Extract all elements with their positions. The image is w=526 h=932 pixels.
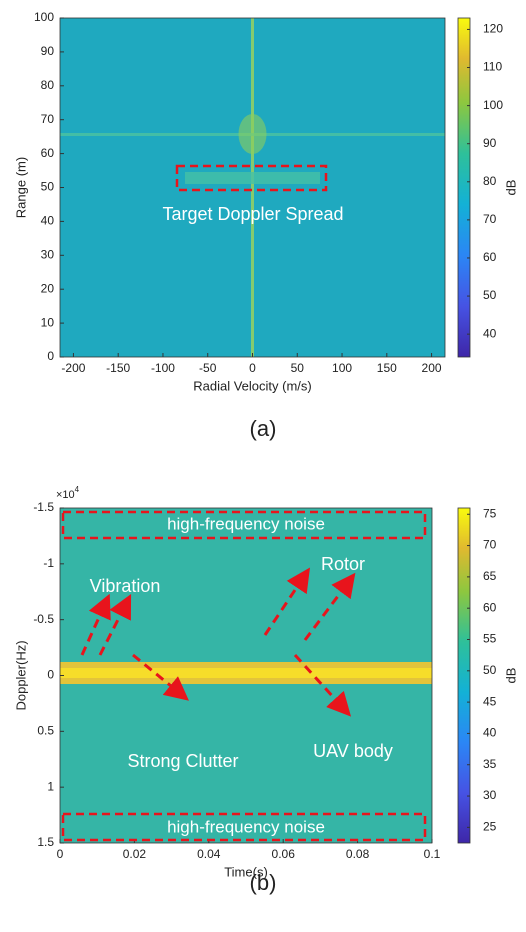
y-tick-label: 40 xyxy=(41,214,55,228)
colorbar-tick-label: 40 xyxy=(483,326,497,340)
doppler-spread xyxy=(185,172,320,184)
x-tick-label: 50 xyxy=(291,361,305,375)
colorbar xyxy=(457,507,471,844)
x-tick-label: 200 xyxy=(422,361,442,375)
y-tick-label: 90 xyxy=(41,44,55,58)
annotation-arrow xyxy=(263,567,310,636)
x-tick-label: 0.1 xyxy=(424,847,441,861)
x-tick-label: 0.04 xyxy=(197,847,221,861)
x-tick-label: 0.02 xyxy=(123,847,147,861)
y-tick-label: 1 xyxy=(47,779,54,793)
colorbar-tick-label: 65 xyxy=(483,569,497,583)
annotation-arrow xyxy=(293,653,352,717)
colorbar-tick-label: 50 xyxy=(483,663,497,677)
y-tick-label: 30 xyxy=(41,247,55,261)
x-tick-label: -150 xyxy=(106,361,130,375)
x-axis-label: Time(s) xyxy=(224,864,268,879)
colorbar-tick-label: 60 xyxy=(483,250,497,264)
highlight-box xyxy=(175,164,328,192)
x-tick-label: 0 xyxy=(57,847,64,861)
y-tick-label: -0.5 xyxy=(33,612,54,626)
annotation-arrow xyxy=(98,593,132,656)
y-scale-base: ×10 xyxy=(56,489,75,501)
colorbar-tick-label: 60 xyxy=(483,600,497,614)
annotation: Strong Clutter xyxy=(127,751,238,771)
annotation: high-frequency noise xyxy=(167,514,325,533)
y-scale-label: ×104 xyxy=(56,485,80,501)
colorbar-tick-label: 40 xyxy=(483,726,497,740)
colorbar-tick-label: 100 xyxy=(483,98,503,112)
colorbar-label: dB xyxy=(503,668,518,684)
y-tick-label: 0 xyxy=(47,349,54,363)
annotation: Rotor xyxy=(321,554,365,574)
y-tick-label: 0.5 xyxy=(37,724,54,738)
panel-caption: (a) xyxy=(250,416,277,441)
colorbar-tick-label: 50 xyxy=(483,288,497,302)
spectrum-ridge xyxy=(251,18,254,357)
x-tick-label: 0.08 xyxy=(346,847,370,861)
annotation: Vibration xyxy=(90,576,161,596)
x-tick-label: 0.06 xyxy=(272,847,296,861)
colorbar-tick-label: 25 xyxy=(483,820,497,834)
y-scale-exponent: 4 xyxy=(75,485,80,494)
x-axis-label: Radial Velocity (m/s) xyxy=(193,378,311,393)
x-tick-label: 0 xyxy=(249,361,256,375)
annotation: Target Doppler Spread xyxy=(162,204,343,224)
colorbar-label: dB xyxy=(503,180,518,196)
y-tick-label: 60 xyxy=(41,146,55,160)
y-tick-label: 50 xyxy=(41,180,55,194)
colorbar xyxy=(457,17,471,358)
colorbar-tick-label: 55 xyxy=(483,632,497,646)
annotation: UAV body xyxy=(313,741,393,761)
annotation: high-frequency noise xyxy=(167,817,325,836)
colorbar-tick-label: 70 xyxy=(483,538,497,552)
y-tick-label: 80 xyxy=(41,78,55,92)
y-tick-label: 100 xyxy=(34,10,54,24)
clutter-core xyxy=(60,668,432,678)
x-tick-label: -50 xyxy=(199,361,217,375)
annotation-arrow xyxy=(303,572,356,641)
y-tick-label: -1.5 xyxy=(33,500,54,514)
y-axis-label: Doppler(Hz) xyxy=(13,640,28,710)
y-tick-label: 70 xyxy=(41,112,55,126)
annotation-arrow xyxy=(80,593,111,656)
y-tick-label: 1.5 xyxy=(37,835,54,849)
panel-caption: (b) xyxy=(250,870,277,895)
x-tick-label: 100 xyxy=(332,361,352,375)
y-tick-label: -1 xyxy=(43,556,54,570)
colorbar-tick-label: 30 xyxy=(483,788,497,802)
colorbar-tick-label: 80 xyxy=(483,174,497,188)
y-tick-label: 10 xyxy=(41,315,55,329)
colorbar-tick-label: 75 xyxy=(483,506,497,520)
y-tick-label: 20 xyxy=(41,281,55,295)
y-axis-label: Range (m) xyxy=(13,157,28,218)
colorbar-tick-label: 90 xyxy=(483,136,497,150)
y-tick-label: 0 xyxy=(47,668,54,682)
x-tick-label: -200 xyxy=(61,361,85,375)
colorbar-tick-label: 120 xyxy=(483,22,503,36)
annotation-arrow xyxy=(132,653,189,701)
colorbar-tick-label: 70 xyxy=(483,212,497,226)
colorbar-tick-label: 110 xyxy=(483,60,502,74)
colorbar-tick-label: 45 xyxy=(483,694,497,708)
x-tick-label: 150 xyxy=(377,361,397,375)
colorbar-tick-label: 35 xyxy=(483,757,497,771)
target-peak xyxy=(238,114,267,154)
x-tick-label: -100 xyxy=(151,361,175,375)
